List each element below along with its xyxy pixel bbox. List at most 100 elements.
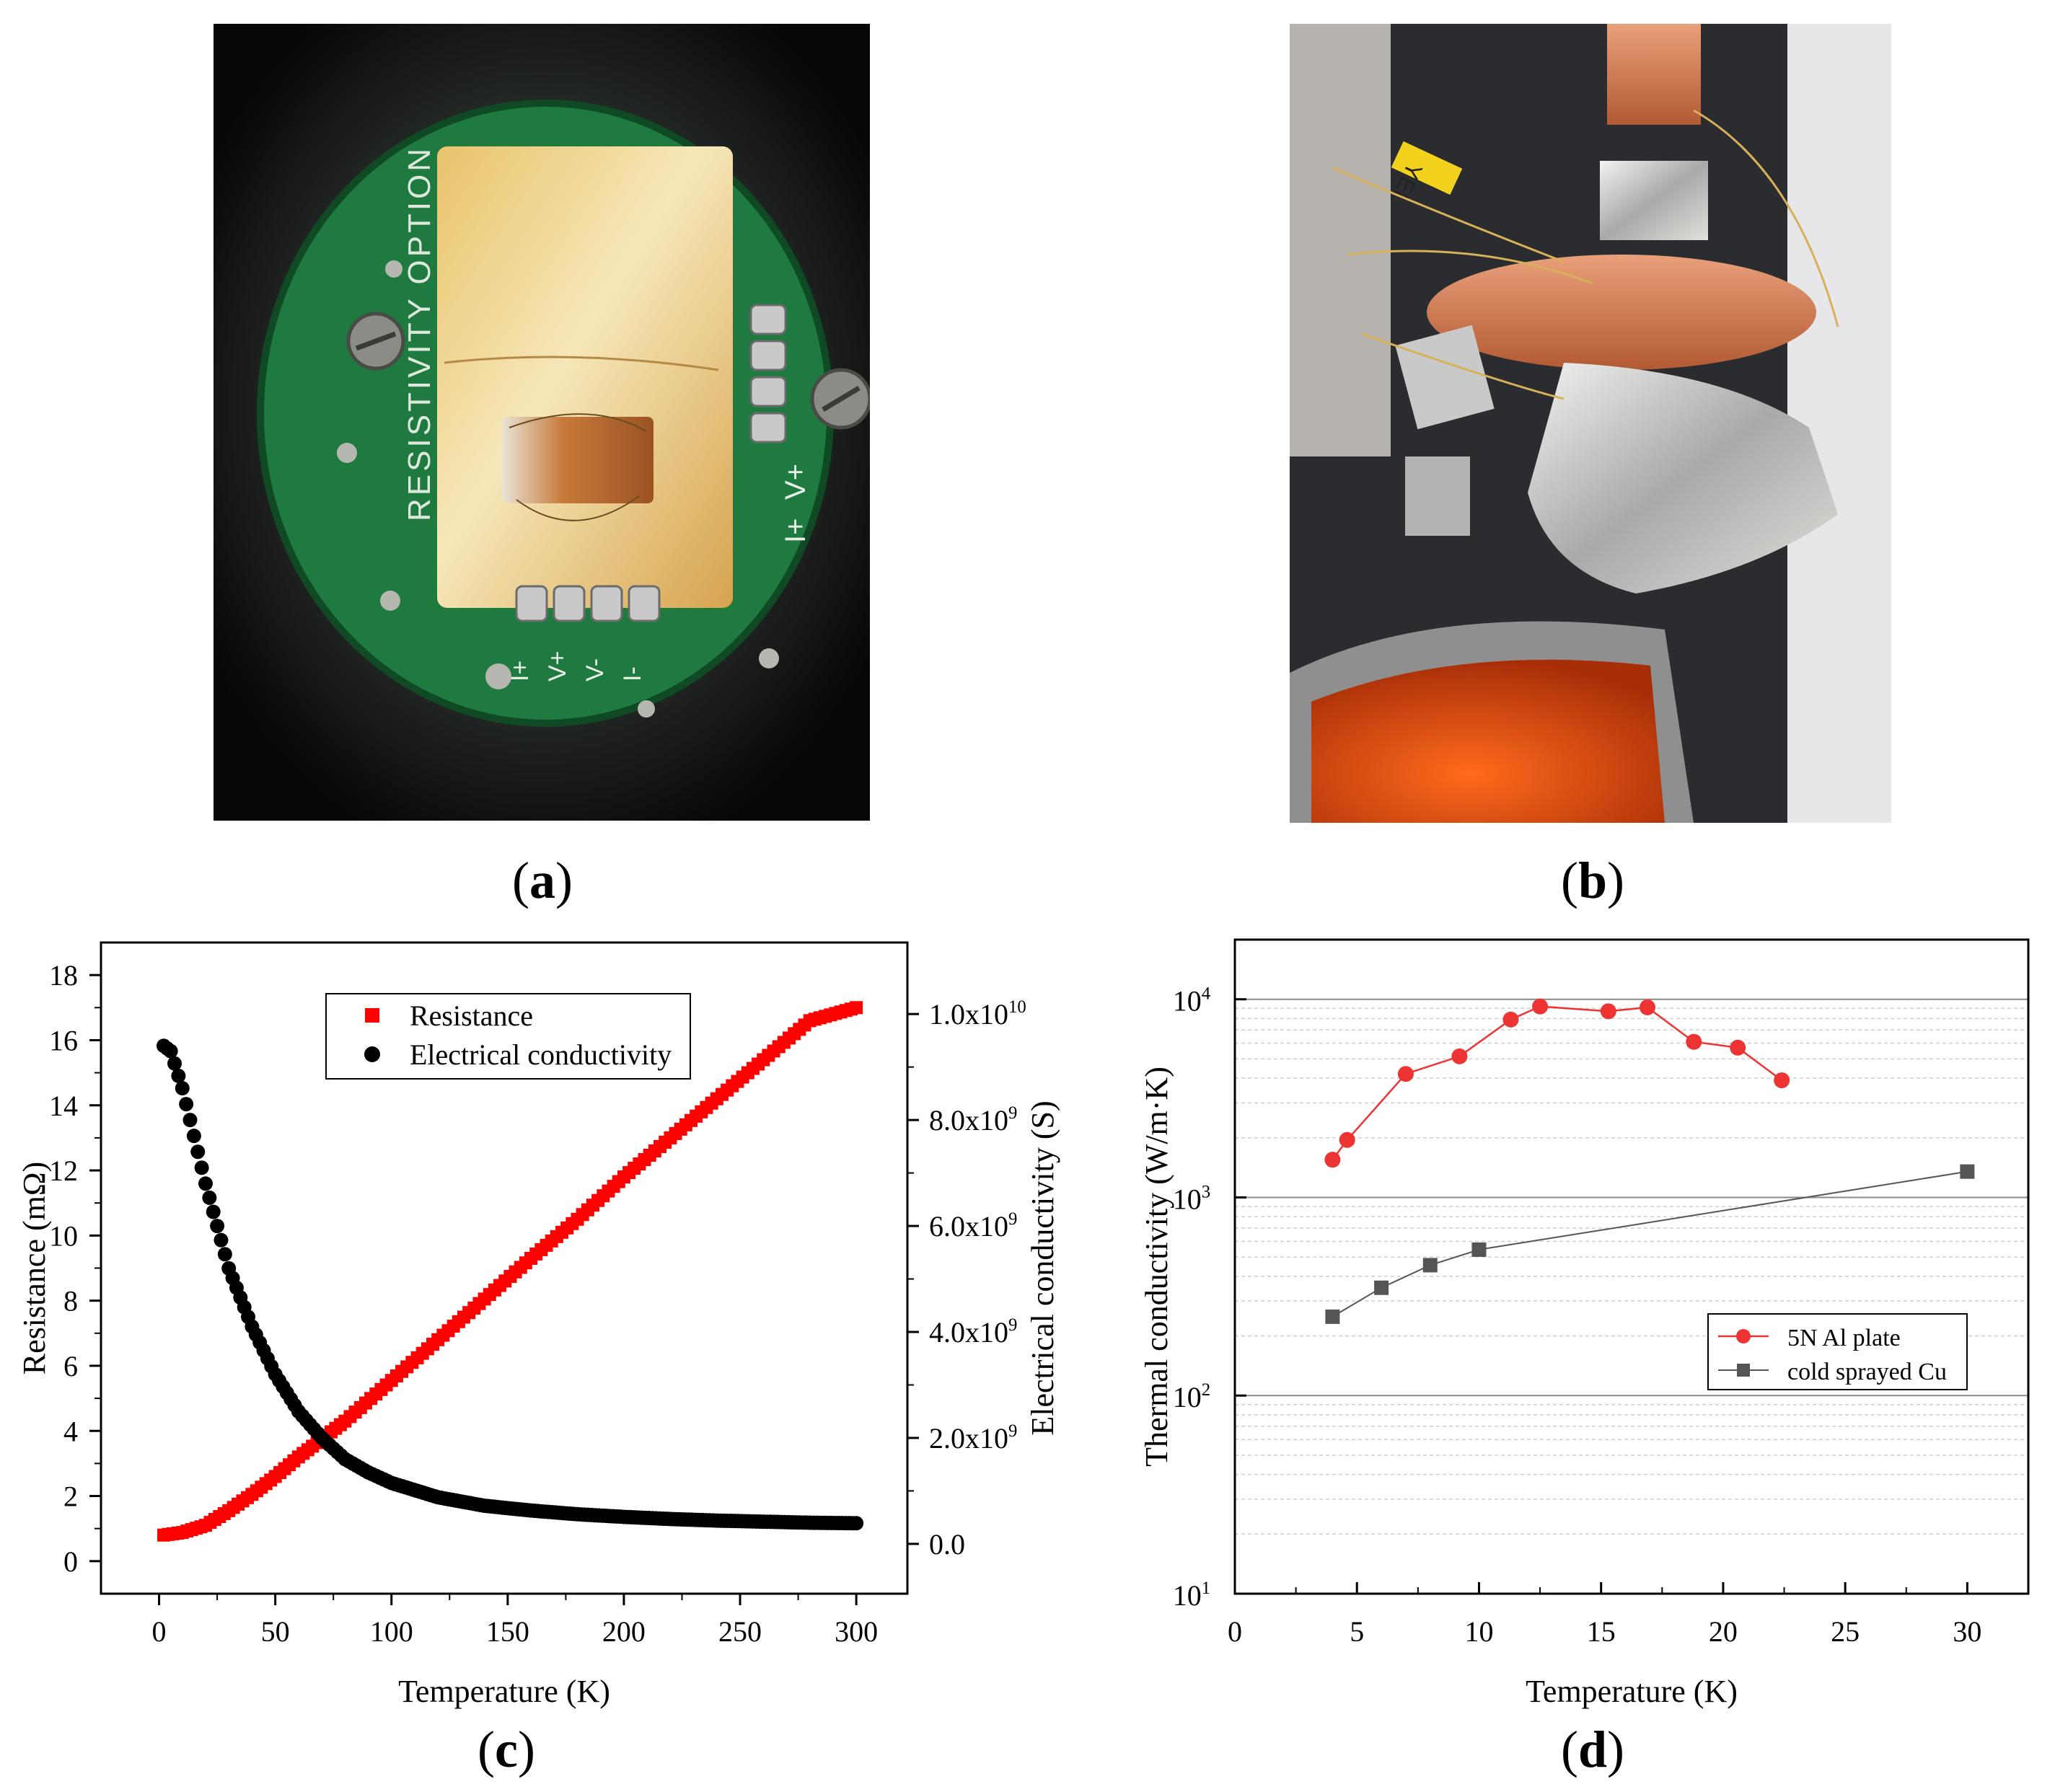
- conductivity-point: [484, 1499, 499, 1514]
- conductivity-point: [692, 1512, 707, 1527]
- chart-c-ytick-label: 10: [49, 1219, 78, 1252]
- conductivity-point: [702, 1513, 717, 1528]
- chart-c-xlabel: Temperature (K): [398, 1674, 610, 1709]
- conductivity-point: [416, 1486, 431, 1501]
- conductivity-point: [353, 1460, 368, 1475]
- conductivity-point: [322, 1437, 337, 1452]
- resistance-point: [483, 1288, 496, 1302]
- conductivity-point: [584, 1507, 599, 1522]
- pin-label-right-1: I+: [780, 518, 811, 543]
- conductivity-point: [670, 1511, 685, 1527]
- conductivity-point: [835, 1516, 850, 1531]
- conductivity-point: [820, 1515, 835, 1530]
- caption-a: (a): [470, 851, 615, 911]
- conductivity-point: [630, 1510, 646, 1525]
- conductivity-point: [159, 1041, 175, 1056]
- chart-c-ytick-label: 0: [63, 1545, 78, 1578]
- chart-c-y2tick-label: 8.0x109: [929, 1103, 1017, 1136]
- caption-a-letter: a: [529, 852, 555, 909]
- gold-sample-pad: [437, 146, 733, 608]
- conductivity-point: [645, 1511, 660, 1526]
- conductivity-point: [302, 1417, 317, 1432]
- chart-c-y2tick-label-exp: 9: [1008, 1103, 1017, 1123]
- conductivity-point: [295, 1408, 310, 1424]
- conductivity-point: [537, 1504, 553, 1519]
- conductivity-point: [685, 1512, 700, 1527]
- chart-c-y2tick-label-base: 1.0x10: [929, 998, 1008, 1030]
- resistance-point: [550, 1230, 563, 1243]
- chart-c-y2label: Electrical conductivity (S): [1025, 1100, 1060, 1435]
- conductivity-point: [438, 1491, 453, 1506]
- chart-d-ytick-label-base: 10: [1173, 1381, 1202, 1413]
- resistance-point: [203, 1516, 217, 1530]
- resistance-point: [264, 1473, 278, 1487]
- photo-b-illustration: YEL: [1290, 24, 1891, 823]
- conductivity-point: [798, 1515, 814, 1530]
- al-plate-point: [1600, 1003, 1616, 1020]
- conductivity-point: [462, 1496, 478, 1511]
- resistance-point: [400, 1360, 414, 1374]
- chart-d-xtick-label: 5: [1350, 1615, 1364, 1648]
- legend-resistance-label: Resistance: [410, 999, 533, 1032]
- resistance-point: [788, 1027, 801, 1041]
- chart-c-y2tick-label: 6.0x109: [929, 1209, 1017, 1243]
- resistance-point: [757, 1053, 770, 1067]
- conductivity-point: [349, 1458, 364, 1473]
- conductivity-point: [338, 1452, 353, 1467]
- al-plate-point: [1324, 1152, 1341, 1168]
- conductivity-point: [221, 1261, 237, 1276]
- caption-d-open: (: [1560, 1721, 1578, 1778]
- resistance-point: [431, 1333, 445, 1346]
- chart-c-ytick-label: 14: [49, 1090, 78, 1122]
- conductivity-point: [413, 1484, 428, 1499]
- conductivity-point: [534, 1504, 549, 1519]
- resistance-point: [643, 1148, 656, 1162]
- conductivity-point: [552, 1505, 567, 1520]
- resistance-point: [232, 1497, 245, 1511]
- conductivity-point: [498, 1501, 514, 1516]
- chart-c-y2tick-label-exp: 9: [1008, 1315, 1017, 1335]
- conductivity-point: [734, 1514, 749, 1529]
- chart-d-xtick-label: 10: [1464, 1615, 1493, 1648]
- resistance-point: [446, 1320, 460, 1333]
- conductivity-point: [555, 1506, 571, 1521]
- conductivity-point: [409, 1483, 424, 1499]
- conductivity-point: [488, 1499, 503, 1514]
- conductivity-point: [688, 1512, 703, 1527]
- conductivity-point: [237, 1299, 252, 1315]
- chart-c-xtick-label: 100: [370, 1615, 413, 1648]
- conductivity-point: [502, 1501, 517, 1516]
- caption-b-open: (: [1560, 852, 1578, 909]
- caption-c-letter: c: [495, 1721, 518, 1778]
- conductivity-point: [520, 1503, 535, 1518]
- conductivity-point: [217, 1247, 232, 1262]
- resistance-point: [777, 1036, 791, 1049]
- resistance-point: [509, 1265, 522, 1279]
- conductivity-point: [831, 1515, 846, 1530]
- conductivity-point: [780, 1514, 796, 1530]
- resistance-point: [426, 1338, 440, 1351]
- resistance-point: [226, 1501, 240, 1514]
- conductivity-point: [299, 1413, 314, 1428]
- conductivity-point: [524, 1503, 539, 1518]
- resistance-point: [783, 1031, 796, 1045]
- chart-d-series-line: [1332, 1005, 1782, 1160]
- conductivity-point: [606, 1509, 621, 1524]
- conductivity-point: [577, 1507, 592, 1522]
- resistance-point: [524, 1251, 538, 1265]
- caption-d: (d): [1521, 1720, 1665, 1780]
- chart-c-xtick-label: 200: [602, 1615, 646, 1648]
- conductivity-point: [202, 1190, 217, 1205]
- conductivity-point: [272, 1373, 287, 1388]
- chart-d-ytick-label-base: 10: [1173, 1183, 1202, 1215]
- conductivity-point: [566, 1506, 581, 1522]
- solder-pads-right: [749, 304, 787, 443]
- resistance-point: [498, 1274, 512, 1288]
- cold-sprayed-cu-point: [1960, 1164, 1975, 1179]
- resistance-point: [329, 1421, 343, 1435]
- conductivity-point: [745, 1514, 760, 1529]
- conductivity-point: [827, 1515, 842, 1530]
- conductivity-point: [307, 1421, 322, 1436]
- thermometry-wires: [1332, 109, 1839, 400]
- conductivity-point: [283, 1392, 299, 1407]
